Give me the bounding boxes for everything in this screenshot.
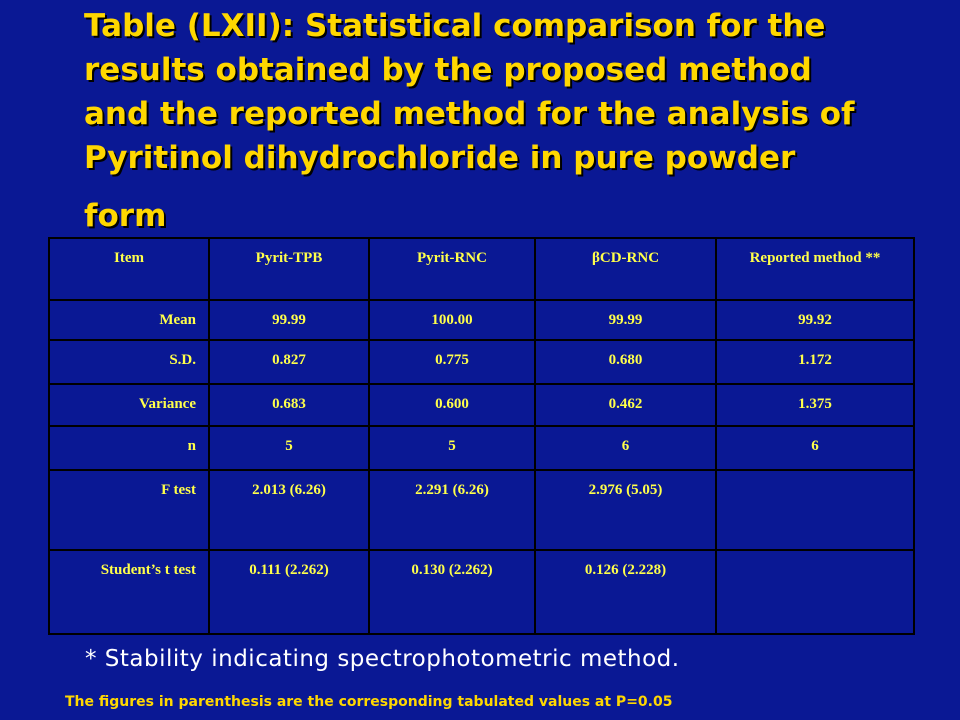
table-cell: 6 <box>534 425 717 471</box>
table-cell: 2.013 (6.26) <box>208 469 370 551</box>
table-cell: 1.375 <box>715 383 915 427</box>
table-cell: 2.291 (6.26) <box>368 469 536 551</box>
table-cell <box>715 549 915 635</box>
table-cell: 0.130 (2.262) <box>368 549 536 635</box>
table-row-variance: Variance 0.683 0.600 0.462 1.375 <box>48 383 915 427</box>
table-row-mean: Mean 99.99 100.00 99.99 99.92 <box>48 299 915 341</box>
footnote: * Stability indicating spectrophotometri… <box>85 646 680 672</box>
table-cell: 0.683 <box>208 383 370 427</box>
table-cell: 0.111 (2.262) <box>208 549 370 635</box>
title-line: Pyritinol dihydrochloride in pure powder <box>84 140 796 176</box>
title-line: form <box>84 198 167 234</box>
title-line: and the reported method for the analysis… <box>84 96 855 132</box>
header-bcd-rnc: βCD-RNC <box>534 237 717 301</box>
row-label: n <box>48 425 210 471</box>
title-line: results obtained by the proposed method <box>84 52 812 88</box>
row-label: S.D. <box>48 339 210 385</box>
table-cell: 2.976 (5.05) <box>534 469 717 551</box>
table-cell: 1.172 <box>715 339 915 385</box>
row-label: Mean <box>48 299 210 341</box>
table-row-sd: S.D. 0.827 0.775 0.680 1.172 <box>48 339 915 385</box>
table-cell: 5 <box>368 425 536 471</box>
statistical-comparison-table: Item Pyrit-TPB Pyrit-RNC βCD-RNC Reporte… <box>48 237 915 635</box>
row-label: Student’s t test <box>48 549 210 635</box>
title-line: Table (LXII): Statistical comparison for… <box>84 8 826 44</box>
row-label: F test <box>48 469 210 551</box>
table-cell: 99.99 <box>534 299 717 341</box>
table-row-n: n 5 5 6 6 <box>48 425 915 471</box>
table-cell: 0.600 <box>368 383 536 427</box>
table-cell: 99.99 <box>208 299 370 341</box>
header-pyrit-rnc: Pyrit-RNC <box>368 237 536 301</box>
tabulated-values-note: The figures in parenthesis are the corre… <box>65 694 673 710</box>
table-cell: 99.92 <box>715 299 915 341</box>
row-label: Variance <box>48 383 210 427</box>
header-item: Item <box>48 237 210 301</box>
slide-title: Table (LXII): Statistical comparison for… <box>84 4 934 238</box>
table-cell: 5 <box>208 425 370 471</box>
table-cell: 0.775 <box>368 339 536 385</box>
table-row-t-test: Student’s t test 0.111 (2.262) 0.130 (2.… <box>48 549 915 635</box>
table-cell <box>715 469 915 551</box>
table-header-row: Item Pyrit-TPB Pyrit-RNC βCD-RNC Reporte… <box>48 237 915 301</box>
header-reported-method: Reported method ** <box>715 237 915 301</box>
table-cell: 0.680 <box>534 339 717 385</box>
table-cell: 100.00 <box>368 299 536 341</box>
table-row-f-test: F test 2.013 (6.26) 2.291 (6.26) 2.976 (… <box>48 469 915 551</box>
table-cell: 0.126 (2.228) <box>534 549 717 635</box>
table-cell: 0.827 <box>208 339 370 385</box>
header-pyrit-tpb: Pyrit-TPB <box>208 237 370 301</box>
table-cell: 0.462 <box>534 383 717 427</box>
table-cell: 6 <box>715 425 915 471</box>
